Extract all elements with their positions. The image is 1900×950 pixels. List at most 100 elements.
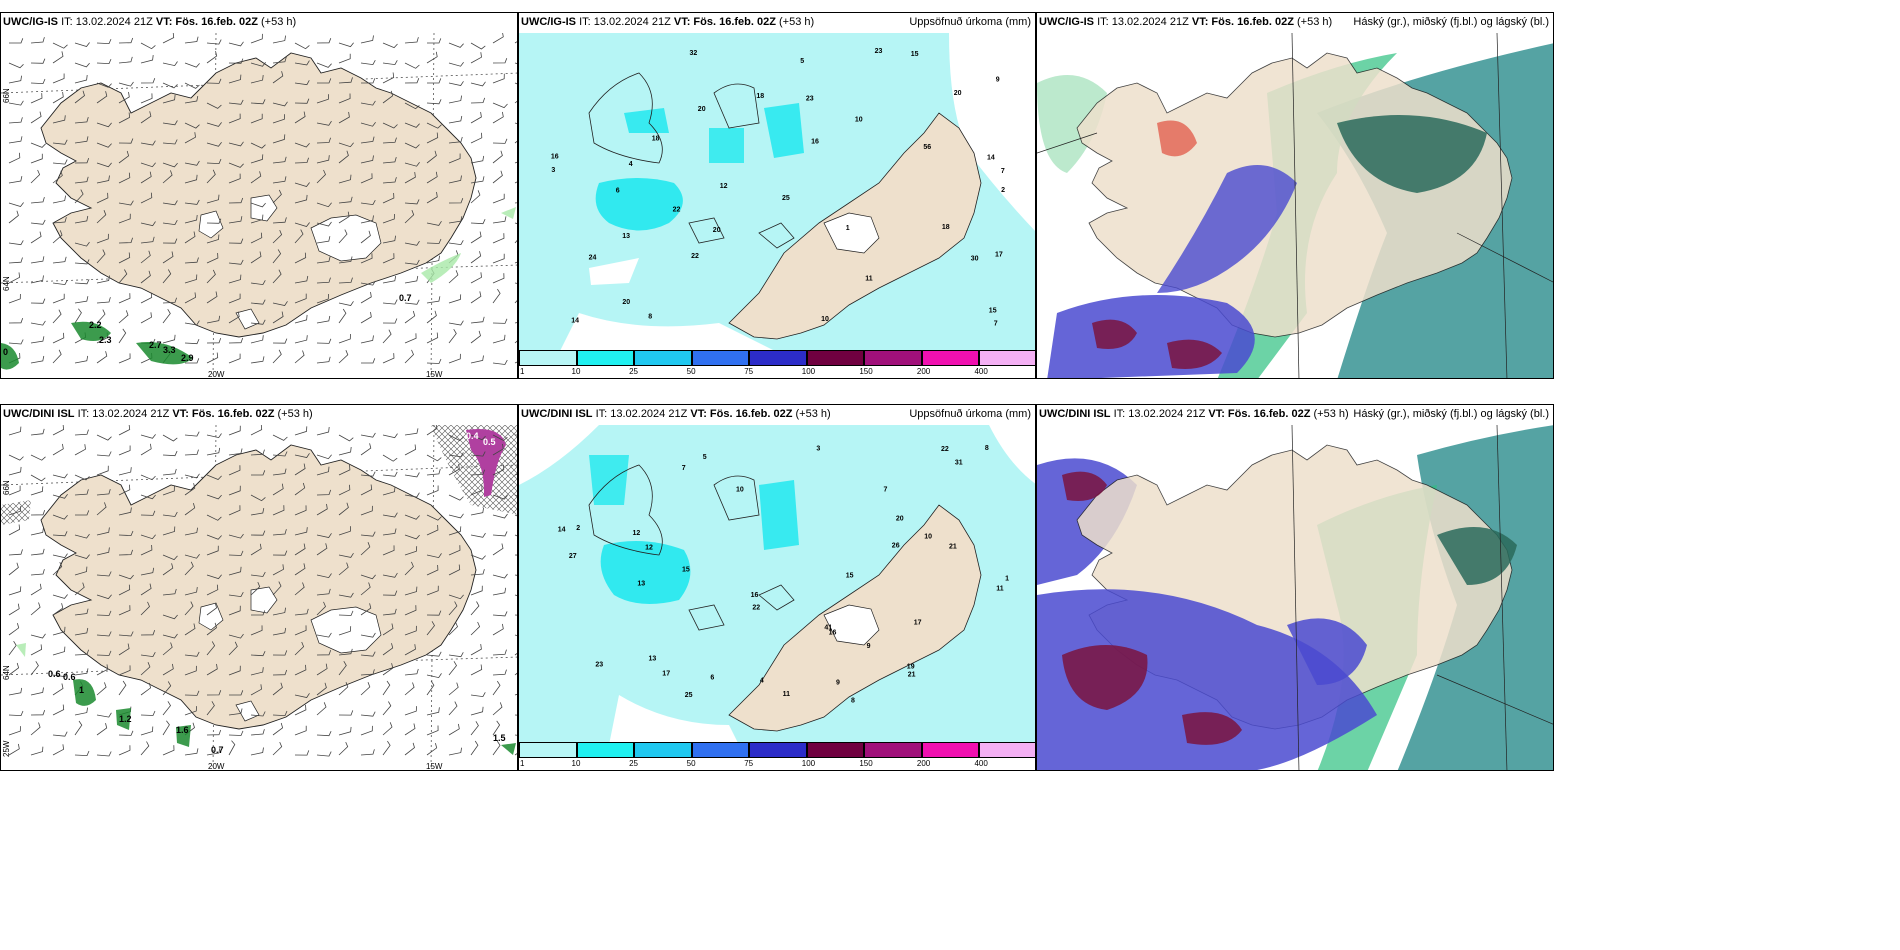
wind-barb (317, 78, 332, 84)
wind-barb (184, 214, 198, 224)
wind-barb (404, 546, 418, 556)
wind-barb (30, 486, 44, 496)
wind-barb (52, 159, 68, 165)
wind-barb (426, 524, 439, 536)
svg-text:1: 1 (79, 685, 84, 695)
wind-barb (272, 311, 284, 324)
wind-barb (74, 62, 90, 68)
wind-barb (360, 651, 376, 657)
wind-barb (250, 543, 262, 556)
colorbar-tick: 200 (916, 759, 931, 768)
wind-barb (294, 350, 305, 364)
precip-values: 2014107121720233020181856222425221632181… (551, 48, 1005, 327)
wind-barb (162, 120, 178, 126)
wind-barb (360, 725, 373, 736)
wind-barb (228, 293, 241, 304)
wind-barb (470, 190, 481, 204)
wind-barb (294, 725, 307, 736)
wind-barb (382, 486, 396, 496)
wind-barb (360, 603, 372, 616)
wind-barb (118, 81, 134, 87)
wind-barb (470, 316, 485, 324)
wind-barb (8, 272, 21, 284)
wind-barb (52, 531, 68, 537)
precip-value: 30 (971, 255, 979, 262)
wind-barb (448, 463, 460, 476)
wind-barb (382, 318, 398, 324)
wind-barb (206, 169, 216, 184)
wind-barb (96, 38, 112, 45)
panel-header: UWC/DINI ISL IT: 13.02.2024 21Z VT: Fös.… (1039, 408, 1349, 420)
wind-barb (316, 543, 328, 556)
wind-barb (118, 56, 133, 64)
wind-barb (360, 335, 374, 344)
wind-barb (470, 706, 484, 716)
lat-label: 25W (2, 740, 11, 757)
svg-text:0.6: 0.6 (48, 669, 61, 679)
wind-barb (360, 136, 375, 144)
wind-barb (382, 722, 393, 736)
wind-barb (294, 182, 310, 187)
wind-barb (470, 601, 480, 616)
wind-barb (404, 444, 417, 456)
wind-barb (52, 170, 63, 184)
wind-barb (272, 134, 286, 144)
wind-barb (162, 614, 178, 620)
wind-barb (448, 95, 462, 104)
wind-barb (162, 588, 177, 596)
wind-panel-igis: UWC/IG-IS IT: 13.02.2024 21Z VT: Fös. 16… (0, 12, 518, 379)
wind-barb (206, 545, 219, 556)
colorbar-swatch (691, 350, 750, 366)
wind-barb (184, 587, 198, 596)
wind-barb (96, 91, 108, 104)
colorbar-swatch (749, 742, 807, 758)
wind-barb (96, 650, 112, 656)
wind-barb (426, 332, 439, 344)
wind-barb (448, 682, 459, 696)
wind-barb (404, 37, 419, 44)
wind-barb (426, 358, 442, 364)
wind-barb (96, 249, 106, 264)
wind-barb (382, 213, 395, 224)
wind-barb (294, 335, 308, 344)
wind-barb (96, 309, 106, 324)
wind-barb (52, 195, 66, 204)
wind-barb (250, 508, 265, 516)
wind-barb (228, 633, 244, 639)
wind-barb (250, 667, 264, 676)
wind-barb (30, 58, 46, 64)
wind-barb (360, 291, 372, 304)
precip-value: 8 (851, 697, 855, 704)
wind-barb (74, 259, 90, 265)
wind-barb (184, 601, 194, 616)
wind-barb (206, 102, 222, 109)
wind-barb (8, 136, 23, 144)
wind-barb (448, 564, 461, 576)
colorbar-swatch (864, 742, 922, 758)
wind-barb (448, 175, 462, 184)
wind-barb (118, 237, 133, 244)
wind-barb (228, 448, 243, 456)
wind-barb (96, 275, 110, 284)
wind-barb (8, 100, 24, 106)
wind-barb (404, 333, 417, 344)
wind-barb (74, 74, 88, 84)
precip-value: 17 (914, 620, 922, 627)
wind-barb (294, 60, 310, 66)
wind-barb (206, 337, 222, 344)
wind-barb (228, 259, 244, 265)
wind-barb (96, 664, 109, 676)
wind-barb (470, 355, 484, 364)
wind-barb (8, 506, 21, 516)
wind-barb (228, 311, 240, 324)
wind-barb (316, 632, 332, 638)
wind-barb (316, 120, 332, 126)
wind-barb (184, 651, 200, 657)
wind-barb (294, 543, 306, 556)
wind-barb (360, 542, 371, 556)
precip-value: 12 (645, 545, 653, 552)
wind-barb (470, 692, 486, 698)
wind-barb (30, 275, 44, 284)
wind-barb (492, 464, 505, 476)
